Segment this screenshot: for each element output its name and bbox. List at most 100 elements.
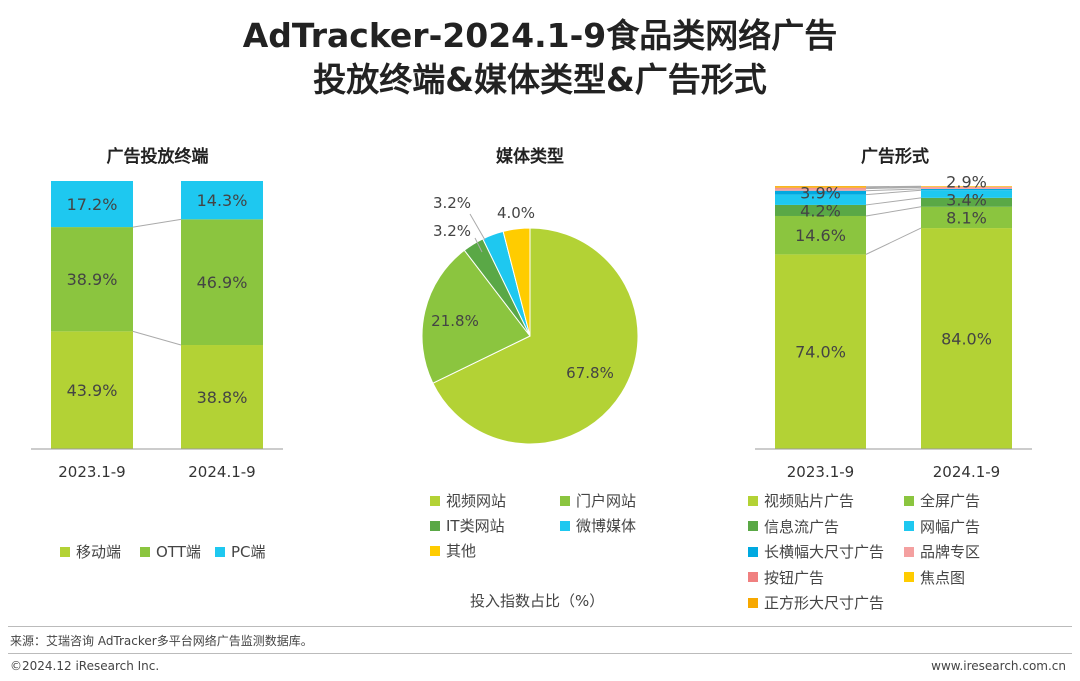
data-label: 3.9% [800,183,841,202]
legend-item: IT类网站 [430,515,505,536]
legend-label: 长横幅大尺寸广告 [764,543,885,561]
bar-segment [921,197,1012,207]
connector-line [865,186,922,189]
x-tick-label: 2023.1-9 [787,463,854,481]
connector-line [132,218,182,228]
title-line2: 投放终端&媒体类型&广告形式 [313,60,767,99]
bar-segment [51,181,133,228]
legend-swatch [748,572,758,582]
data-label: 84.0% [941,330,992,349]
bar-segment [775,254,866,449]
legend-item: 微博媒体 [560,515,636,536]
legend-item: 焦点图 [904,567,965,588]
legend-swatch [904,546,914,557]
legend-label: OTT端 [156,543,201,561]
data-label: 4.2% [800,201,841,220]
legend-item: 长横幅大尺寸广告 [748,541,884,562]
data-label: 74.0% [795,343,846,362]
data-label: 8.1% [946,208,987,227]
legend-item: 正方形大尺寸广告 [748,592,884,613]
x-tick-label: 2024.1-9 [188,463,255,481]
data-label: 17.2% [67,195,118,214]
data-label: 14.3% [197,191,248,210]
pie-slice [421,249,531,384]
legend-label: 按钮广告 [764,568,825,587]
legend-label: 移动端 [76,543,122,561]
bar-segment [921,190,1012,198]
legend-label: 视频网站 [446,492,507,510]
connector-line [865,206,922,217]
data-label: 2.9% [946,172,987,191]
x-tick-label: 2023.1-9 [58,463,125,481]
bar-segment [51,227,133,332]
legend-item: 门户网站 [560,490,636,511]
pie-label: 4.0% [497,204,535,222]
data-label: 46.9% [197,273,248,292]
legend-swatch [215,546,225,557]
legend-swatch [60,546,70,557]
connector-line [865,185,922,188]
data-label: 14.6% [795,226,846,245]
legend-swatch [904,572,914,582]
leader-line [469,213,486,241]
bar-segment [775,204,866,216]
legend-item: 全屏广告 [904,490,980,511]
legend-label: 微博媒体 [576,517,637,535]
bar-segment [181,345,263,449]
legend-label: 正方形大尺寸广告 [764,594,885,612]
bar-segment [775,186,866,187]
source-note: 来源：艾瑞咨询 AdTracker多平台网络广告监测数据库。 [10,634,313,648]
pie-xlabel: 投入指数占比（%） [470,592,605,610]
legend-swatch [904,521,914,531]
bar-segment [181,181,263,220]
bar-segment [775,186,866,188]
legend-label: 品牌专区 [920,543,981,561]
legend-swatch [748,521,758,531]
pie-slice [502,227,531,337]
legend-label: IT类网站 [446,517,505,535]
legend-item: 品牌专区 [904,541,980,562]
connector-line [865,186,922,190]
legend-swatch [560,495,570,506]
x-tick-label: 2024.1-9 [933,463,1000,481]
legend-label: 焦点图 [920,568,966,587]
bar-segment [921,188,1012,191]
legend-swatch [904,495,914,506]
legend-swatch [430,545,440,556]
title-line1: AdTracker-2024.1-9食品类网络广告 [242,16,838,55]
copyright: ©2024.12 iResearch Inc. [10,659,160,673]
bar-segment [921,206,1012,229]
connector-line [865,188,922,192]
legend-label: 门户网站 [576,492,637,510]
website: www.iresearch.com.cn [931,659,1066,673]
format-chart-title: 广告形式 [861,147,929,167]
data-label: 38.9% [67,270,118,289]
legend-swatch [748,597,758,608]
pie-label: 67.8% [566,364,614,382]
legend-swatch [560,520,570,531]
media-chart-title: 媒体类型 [496,147,564,167]
bar-segment [775,188,866,191]
pie-label: 21.8% [431,312,479,330]
data-label: 3.4% [946,190,987,209]
bar-segment [921,187,1012,189]
bar-segment [921,228,1012,449]
bar-segment [775,187,866,189]
bar-segment [181,219,263,346]
connector-line [865,189,922,196]
bar-segment [51,331,133,449]
bar-segment [921,186,1012,187]
data-label: 43.9% [67,381,118,400]
pie-slice [432,227,639,445]
legend-label: 其他 [446,542,477,560]
legend-label: 网幅广告 [920,517,981,536]
pie-label: 3.2% [433,222,471,240]
bar-segment [775,194,866,205]
legend-item: 按钮广告 [748,567,824,588]
legend-item: 信息流广告 [748,516,839,537]
legend-swatch [140,546,150,557]
pie-label: 3.2% [433,194,471,212]
legend-swatch [430,495,440,506]
